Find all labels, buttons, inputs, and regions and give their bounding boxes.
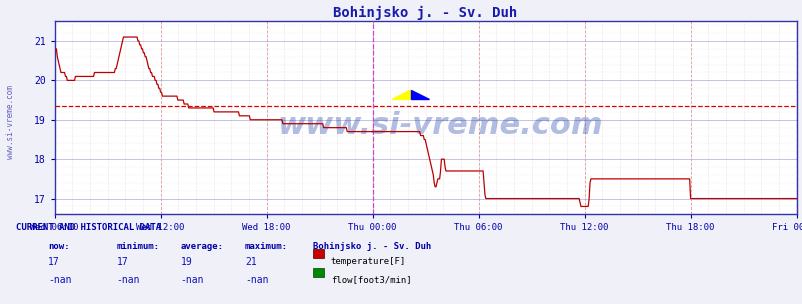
Text: www.si-vreme.com: www.si-vreme.com — [277, 111, 602, 140]
Text: -nan: -nan — [48, 275, 71, 285]
Text: -nan: -nan — [180, 275, 204, 285]
Text: flow[foot3/min]: flow[foot3/min] — [330, 275, 411, 284]
Text: -nan: -nan — [245, 275, 268, 285]
Text: -nan: -nan — [116, 275, 140, 285]
Text: minimum:: minimum: — [116, 242, 160, 251]
Text: 17: 17 — [48, 257, 60, 267]
Text: average:: average: — [180, 242, 224, 251]
Text: 17: 17 — [116, 257, 128, 267]
Text: temperature[F]: temperature[F] — [330, 257, 406, 266]
Text: www.si-vreme.com: www.si-vreme.com — [6, 85, 15, 159]
Title: Bohinjsko j. - Sv. Duh: Bohinjsko j. - Sv. Duh — [333, 6, 517, 20]
Text: Bohinjsko j. - Sv. Duh: Bohinjsko j. - Sv. Duh — [313, 242, 431, 251]
Text: maximum:: maximum: — [245, 242, 288, 251]
Text: CURRENT AND HISTORICAL DATA: CURRENT AND HISTORICAL DATA — [16, 223, 161, 233]
Polygon shape — [391, 90, 411, 99]
Text: 21: 21 — [245, 257, 257, 267]
Polygon shape — [411, 90, 429, 99]
Text: 19: 19 — [180, 257, 192, 267]
Text: now:: now: — [48, 242, 70, 251]
